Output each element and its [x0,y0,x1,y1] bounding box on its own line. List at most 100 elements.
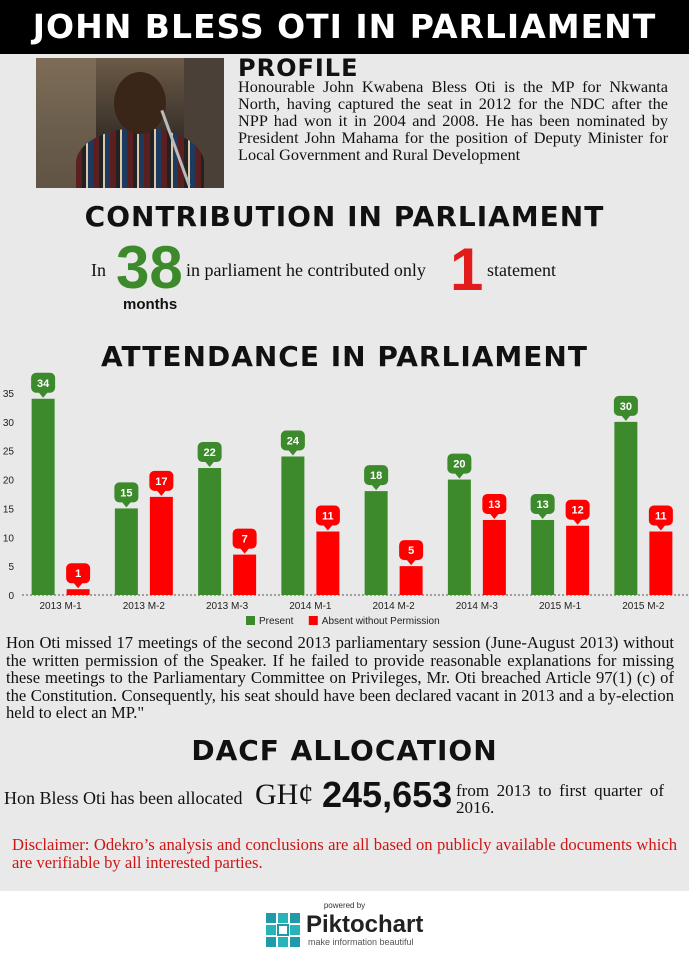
data-label-pointer [406,559,417,566]
data-label: 13 [488,499,500,511]
data-label: 7 [242,534,248,546]
data-label-pointer [620,414,631,421]
x-tick-label: 2013 M-1 [40,601,83,612]
dacf-heading: DACF ALLOCATION [191,734,498,767]
dacf-currency: GH¢ [255,778,314,811]
data-label-badge [530,493,555,514]
data-label: 18 [370,470,382,482]
data-label-pointer [121,501,132,508]
bar-present [531,519,555,595]
bar-present [447,479,471,595]
data-label-badge [447,453,472,474]
data-label-pointer [204,461,215,468]
data-label-badge [66,563,91,584]
data-label-pointer [655,524,666,531]
y-tick-label: 20 [3,476,15,487]
bar-present [198,468,222,595]
data-label-badge [648,505,673,526]
contribution-stat: In 38 months in parliament he contribute… [0,236,689,316]
y-tick-label: 30 [3,418,15,429]
data-label: 24 [287,435,300,447]
y-tick-label: 10 [3,533,15,544]
legend-swatch [308,616,318,625]
data-label-badge [399,540,424,561]
data-label-badge [232,528,257,549]
data-label: 20 [453,459,465,471]
x-tick-label: 2013 M-3 [206,601,249,612]
profile-text: Honourable John Kwabena Bless Oti is the… [238,77,668,164]
bar-absent [649,531,673,595]
data-label-pointer [156,489,167,496]
contribution-middle: in parliament he contributed only [186,260,426,280]
bar-absent [233,554,257,595]
data-label-pointer [454,472,465,479]
data-label: 1 [75,568,81,580]
bar-present [364,491,388,595]
data-label-pointer [371,484,382,491]
data-label-badge [114,482,139,503]
data-label-badge [197,442,222,463]
attendance-heading: ATTENDANCE IN PARLIAMENT [101,340,588,373]
bar-present [281,456,305,595]
x-tick-label: 2014 M-2 [373,601,416,612]
data-label-pointer [73,582,84,589]
contribution-suffix: statement [487,260,556,280]
bar-present [114,508,138,595]
y-tick-label: 35 [3,389,15,400]
x-tick-label: 2015 M-1 [539,601,582,612]
data-label-badge [315,505,340,526]
y-tick-label: 25 [3,447,15,458]
brand-name[interactable]: Piktochart [306,911,424,938]
data-label-badge [565,499,590,520]
bar-absent [482,519,506,595]
data-label-pointer [287,449,298,456]
data-label-badge [280,430,305,451]
powered-by-label: powered by [323,901,366,910]
data-label-pointer [489,512,500,519]
data-label-badge [149,470,174,491]
attendance-note: Hon Oti missed 17 meetings of the second… [6,633,674,722]
y-tick-label: 0 [8,591,14,602]
data-label-pointer [572,518,583,525]
x-tick-label: 2015 M-2 [622,601,665,612]
data-label: 5 [408,545,414,557]
dacf-prefix: Hon Bless Oti has been allocated [4,788,243,808]
data-label-badge [613,395,638,416]
profile-heading: PROFILE [238,54,359,82]
data-label-badge [31,372,56,393]
y-tick-label: 15 [3,504,15,515]
data-label: 15 [120,487,132,499]
bar-absent [149,496,173,595]
piktochart-logo-icon[interactable] [266,913,300,947]
x-tick-label: 2014 M-1 [289,601,332,612]
data-label-pointer [322,524,333,531]
data-label: 17 [155,476,167,488]
disclaimer: Disclaimer: Odekro’s analysis and conclu… [12,835,677,872]
contribution-prefix: In [91,260,106,280]
legend-swatch [246,616,255,625]
x-tick-label: 2013 M-2 [123,601,166,612]
dacf-amount: 245,653 [322,774,453,815]
profile-photo [36,58,224,188]
bar-absent [66,589,90,595]
months-value: 38 [116,234,183,301]
data-label: 34 [37,378,50,390]
bar-absent [399,566,423,595]
footer: powered by Piktochart make information b… [0,891,689,960]
data-label-pointer [38,391,49,398]
data-label-pointer [239,547,250,554]
brand-tagline: make information beautiful [308,937,414,947]
statements-value: 1 [450,236,484,303]
data-label-pointer [537,512,548,519]
dacf-allocation: Hon Bless Oti has been allocated GH¢ 245… [0,772,689,822]
contribution-heading: CONTRIBUTION IN PARLIAMENT [84,200,605,233]
x-tick-label: 2014 M-3 [456,601,499,612]
y-tick-label: 5 [8,562,14,573]
data-label: 11 [655,511,667,523]
bar-present [614,421,638,595]
bar-present [31,398,55,595]
data-label: 12 [572,505,584,517]
dacf-suffix: from 2013 to first quarter of 2016. [456,781,664,817]
page-title: JOHN BLESS OTI IN PARLIAMENT [0,0,689,54]
